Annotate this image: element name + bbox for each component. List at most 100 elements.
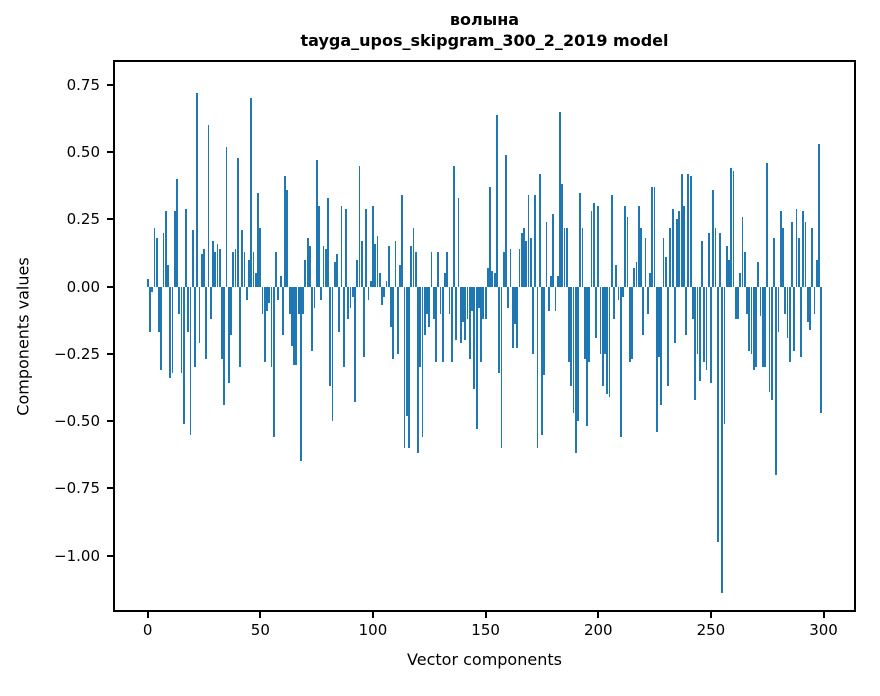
bar [793,286,796,352]
bar [559,111,561,287]
bar [322,246,325,287]
bar [777,286,780,333]
bar [514,286,516,325]
bar [176,179,178,287]
bar [390,286,392,327]
bar [218,249,221,287]
bar [505,154,507,287]
bar [509,249,512,287]
bar [507,286,510,309]
bar [716,286,719,543]
bar [338,286,341,333]
bar [811,227,814,287]
bar [194,286,196,368]
bar [162,232,165,287]
bar [428,286,431,327]
bar [732,171,735,287]
x-tick [484,612,487,618]
x-tick [371,612,374,618]
bar [653,187,656,287]
bar [696,286,699,354]
bar [408,286,410,448]
bar [403,286,406,448]
bar [250,98,253,287]
bar [660,286,663,405]
bar [254,273,257,287]
bar [464,286,467,341]
bar [444,273,446,287]
bar [484,286,487,319]
bar [502,251,505,287]
bar [574,286,577,454]
bar [622,286,624,298]
bar [750,286,753,354]
bar [185,208,187,287]
chart-title-block: волына tayga_upos_skipgram_300_2_2019 mo… [113,9,856,51]
bar [309,246,311,287]
bar [385,281,388,287]
bar [435,286,437,362]
bar [489,187,492,287]
bar [597,206,600,287]
bar [466,286,469,319]
bar [363,286,365,357]
bar [676,219,679,287]
bar [595,286,597,338]
bar [705,286,708,370]
bar [599,286,602,354]
bar [703,286,706,362]
bar [761,286,764,368]
bar [532,286,534,354]
bar [419,286,422,368]
bar [245,286,248,301]
bar [741,216,744,287]
bar [315,160,318,287]
bar [365,208,368,287]
bar [160,286,163,370]
bar [455,286,458,341]
bar [755,286,757,368]
bar [664,257,667,287]
x-tick-label: 200 [583,621,613,639]
bar [687,173,690,287]
bar [768,286,771,392]
bar [243,251,246,287]
y-tick [107,352,113,355]
bar [806,286,809,322]
bar [239,286,241,368]
bar [809,286,811,330]
bar [336,254,338,287]
bar [719,232,721,287]
bar [171,286,174,373]
bar [788,286,791,362]
bar [414,251,417,287]
x-tick-label: 250 [696,621,726,639]
bar [800,286,802,357]
bar [651,187,654,287]
bar [543,286,546,376]
bar [234,249,237,287]
bar [146,278,149,287]
bar [628,286,631,362]
bar [263,286,266,362]
bar [275,251,277,287]
bar [658,286,660,357]
bar [216,243,219,287]
bar [286,189,289,287]
bar [723,286,726,424]
bar [153,227,156,287]
bar [721,286,724,594]
bar [707,232,710,287]
bar [685,286,688,336]
bar [475,286,478,430]
y-tick [107,218,113,221]
bar [252,251,255,287]
bar [583,286,586,360]
bar [149,286,151,333]
bar [270,286,273,368]
bar [281,286,284,336]
bar [383,286,386,298]
bar [608,286,611,397]
bar [158,286,160,333]
bar [710,286,712,384]
